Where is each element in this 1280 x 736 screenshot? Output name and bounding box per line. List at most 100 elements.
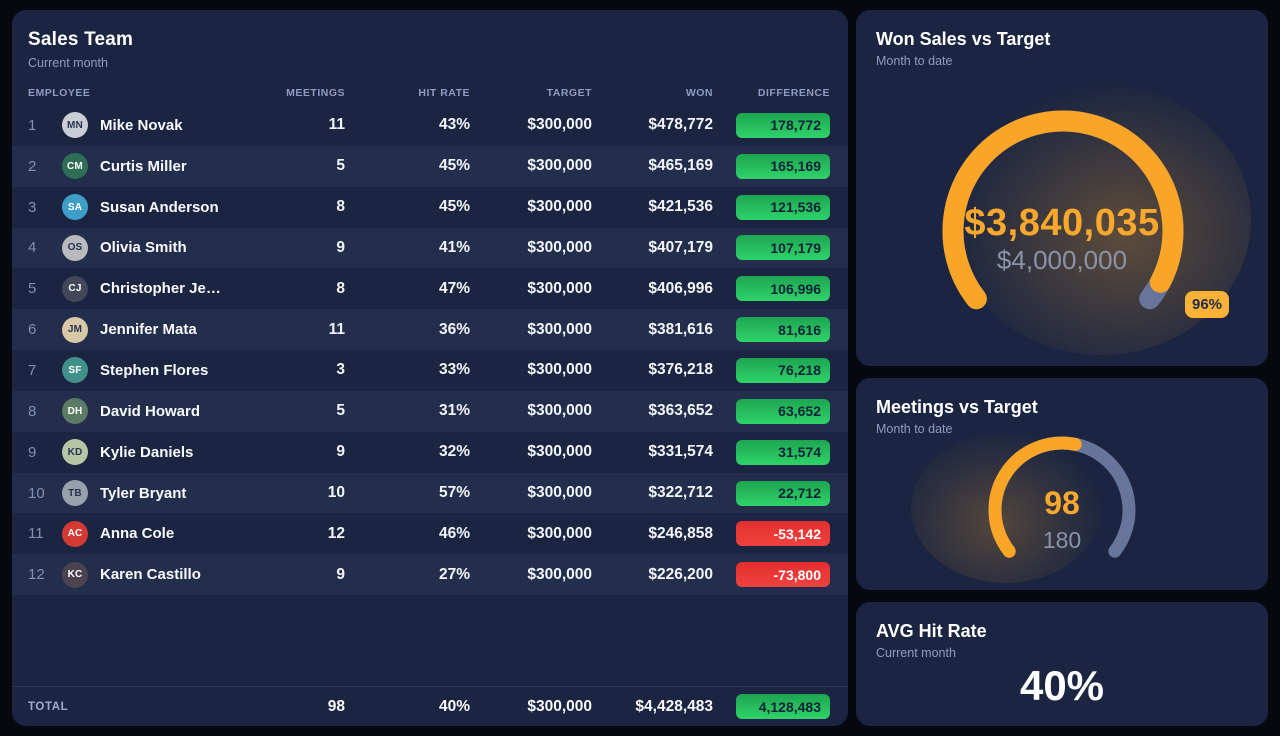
total-won: $4,428,483 [635, 697, 713, 715]
row-rank: 12 [28, 566, 45, 584]
won-value: $376,218 [648, 361, 713, 379]
table-total-row: TOTAL 98 40% $300,000 $4,428,483 4,128,4… [12, 686, 848, 726]
target-value: $300,000 [527, 320, 592, 338]
hit-rate-value: 46% [438, 524, 470, 542]
won-gauge-target: $4,000,000 [996, 245, 1128, 275]
hit-rate-value: 27% [438, 565, 470, 583]
hit-rate-value: 41% [438, 238, 470, 256]
employee-name: Kylie Daniels [100, 443, 194, 461]
won-value: $421,536 [648, 198, 713, 216]
meetings-value: 9 [336, 238, 345, 256]
meetings-value: 8 [336, 198, 345, 216]
target-value: $300,000 [527, 238, 592, 256]
meetings-value: 11 [328, 116, 345, 134]
column-header-meetings: MEETINGS [286, 87, 345, 99]
row-rank: 10 [28, 484, 45, 502]
won-value: $226,200 [648, 565, 713, 583]
difference-badge: 76,218 [736, 357, 830, 383]
sales-team-panel: Sales Team Current month EMPLOYEE MEETIN… [12, 10, 848, 726]
table-row: 4 OS Olivia Smith 9 41% $300,000 $407,17… [12, 227, 848, 269]
table-row: 6 JM Jennifer Mata 11 36% $300,000 $381,… [12, 309, 848, 351]
total-target: $300,000 [527, 697, 592, 715]
meetings-value: 9 [336, 565, 345, 583]
difference-badge: -73,800 [736, 562, 830, 588]
target-value: $300,000 [527, 279, 592, 297]
table-row: 5 CJ Christopher Je… 8 47% $300,000 $406… [12, 268, 848, 309]
won-value: $363,652 [648, 402, 713, 420]
sales-team-header: Sales Team Current month [12, 10, 848, 72]
employee-name: Christopher Je… [100, 280, 221, 298]
meetings-value: 5 [336, 402, 345, 420]
page-title: Sales Team [28, 29, 134, 50]
meetings-value: 11 [328, 320, 345, 338]
hit-rate-value: 45% [438, 157, 470, 175]
won-gauge-value: $3,840,035 [964, 202, 1160, 244]
column-header-target: TARGET [546, 87, 592, 99]
hit-rate-value: 43% [438, 116, 470, 134]
hit-rate-value: 31% [438, 402, 470, 420]
table-spacer [12, 595, 848, 686]
meetings-value: 10 [327, 484, 345, 502]
difference-badge: 31,574 [736, 439, 830, 465]
meetings-value: 5 [336, 157, 345, 175]
hit-rate-subtitle: Current month [876, 646, 956, 660]
difference-badge: 107,179 [736, 235, 830, 261]
row-rank: 6 [28, 321, 37, 339]
hit-rate-value: 47% [438, 279, 470, 297]
won-gauge-percent-badge: 96% [1185, 291, 1230, 318]
meetings-gauge-panel: Meetings vs Target Month to date 98 180 [856, 378, 1268, 590]
row-rank: 5 [28, 280, 37, 298]
difference-badge: 165,169 [736, 153, 830, 179]
won-sales-gauge-panel: Won Sales vs Target Month to date $3,840… [856, 10, 1268, 366]
target-value: $300,000 [527, 116, 592, 134]
employee-name: Jennifer Mata [100, 321, 197, 339]
target-value: $300,000 [527, 484, 592, 502]
target-value: $300,000 [527, 565, 592, 583]
won-value: $406,996 [648, 279, 713, 297]
meetings-value: 9 [336, 443, 345, 461]
meetings-value: 8 [336, 279, 345, 297]
avatar: OS [62, 234, 88, 261]
hit-rate-value: 32% [438, 443, 470, 461]
total-meetings: 98 [327, 697, 345, 715]
column-header-difference: DIFFERENCE [757, 87, 830, 99]
target-value: $300,000 [527, 361, 592, 379]
table-header-row: EMPLOYEE MEETINGS HIT RATE TARGET WON DI… [12, 81, 848, 105]
column-header-employee: EMPLOYEE [28, 87, 91, 99]
avg-hit-rate-panel: AVG Hit Rate Current month 40% [856, 602, 1268, 726]
employee-name: Stephen Flores [100, 361, 209, 379]
table-row: 8 DH David Howard 5 31% $300,000 $363,65… [12, 390, 848, 432]
won-gauge-title: Won Sales vs Target [876, 29, 1051, 49]
target-value: $300,000 [527, 157, 592, 175]
difference-badge: 81,616 [736, 317, 830, 343]
employee-name: Tyler Bryant [100, 484, 187, 502]
avatar: AC [62, 520, 88, 547]
won-value: $407,179 [648, 238, 713, 256]
won-value: $322,712 [648, 484, 713, 502]
row-rank: 1 [28, 116, 37, 134]
employee-name: Olivia Smith [100, 239, 187, 257]
panel-subtitle: Current month [28, 56, 108, 70]
row-rank: 3 [28, 198, 37, 216]
won-value: $331,574 [648, 443, 713, 461]
difference-badge: 121,536 [736, 194, 830, 220]
avatar: TB [62, 480, 88, 507]
target-value: $300,000 [527, 198, 592, 216]
hit-rate-title: AVG Hit Rate [876, 621, 987, 641]
target-value: $300,000 [527, 443, 592, 461]
table-row: 12 KC Karen Castillo 9 27% $300,000 $226… [12, 554, 848, 596]
won-value: $246,858 [648, 524, 713, 542]
total-hit-rate: 40% [438, 697, 470, 715]
difference-badge: 106,996 [736, 276, 830, 302]
avatar: KC [62, 561, 88, 588]
table-row: 10 TB Tyler Bryant 10 57% $300,000 $322,… [12, 472, 848, 514]
meetings-gauge-target: 180 [1042, 527, 1082, 553]
employee-name: Susan Anderson [100, 198, 219, 216]
target-value: $300,000 [527, 402, 592, 420]
difference-badge: 22,712 [736, 480, 830, 506]
employee-name: Anna Cole [100, 525, 175, 543]
avatar: SF [62, 357, 88, 384]
meetings-gauge-arc [988, 436, 1136, 558]
employee-name: Mike Novak [100, 116, 183, 134]
